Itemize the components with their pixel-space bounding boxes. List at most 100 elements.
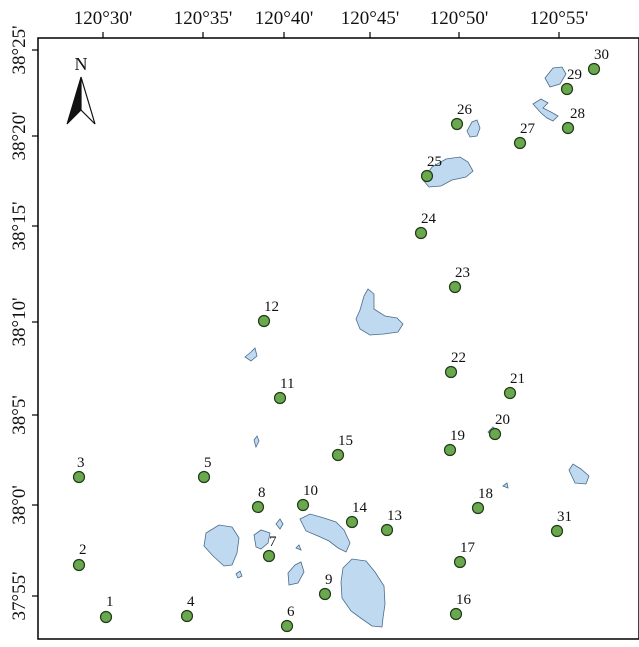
station-label: 24 <box>421 211 437 227</box>
island <box>466 119 481 138</box>
island <box>287 561 305 586</box>
station-label: 20 <box>495 412 510 428</box>
station-marker[interactable] <box>587 62 601 76</box>
station[interactable]: 30 <box>587 47 610 76</box>
station-label: 14 <box>352 500 368 516</box>
station-marker[interactable] <box>273 391 287 405</box>
island <box>295 544 302 551</box>
station[interactable]: 21 <box>503 371 526 400</box>
station[interactable]: 8 <box>251 485 266 514</box>
station-marker[interactable] <box>503 386 517 400</box>
station-marker[interactable] <box>488 427 502 441</box>
station[interactable]: 1 <box>99 594 114 624</box>
station-marker[interactable] <box>513 136 527 150</box>
station-marker[interactable] <box>550 524 564 538</box>
station[interactable]: 10 <box>296 483 319 512</box>
station-label: 9 <box>325 572 333 588</box>
station-marker[interactable] <box>560 82 574 96</box>
station-label: 30 <box>594 47 609 63</box>
station[interactable]: 11 <box>273 376 295 405</box>
station-label: 18 <box>478 486 493 502</box>
station-marker[interactable] <box>380 523 394 537</box>
station-label: 29 <box>567 67 582 83</box>
lat-label: 38°25' <box>9 25 30 74</box>
station-marker[interactable] <box>280 619 294 633</box>
station[interactable]: 20 <box>488 412 511 441</box>
station-marker[interactable] <box>318 587 332 601</box>
station-label: 22 <box>451 350 466 366</box>
station[interactable]: 28 <box>561 106 586 135</box>
station-label: 10 <box>303 483 318 499</box>
station[interactable]: 3 <box>72 455 86 484</box>
lat-label: 38°5' <box>9 395 30 435</box>
north-arrow-icon <box>66 76 96 125</box>
island <box>275 518 284 530</box>
station-label: 27 <box>520 121 536 137</box>
station-marker[interactable] <box>331 448 345 462</box>
station-marker[interactable] <box>257 314 271 328</box>
station-marker[interactable] <box>197 470 211 484</box>
station[interactable]: 31 <box>550 509 573 538</box>
station[interactable]: 4 <box>180 594 196 623</box>
station-label: 31 <box>557 509 572 525</box>
station-marker[interactable] <box>72 558 86 572</box>
station-marker[interactable] <box>296 498 310 512</box>
station-label: 16 <box>456 592 472 608</box>
station[interactable]: 6 <box>280 604 296 633</box>
station-marker[interactable] <box>99 610 113 624</box>
station-marker[interactable] <box>450 117 464 131</box>
station[interactable]: 29 <box>560 67 583 96</box>
station[interactable]: 23 <box>448 265 471 294</box>
lat-label: 38°10' <box>9 297 30 346</box>
station-marker[interactable] <box>471 501 485 515</box>
station[interactable]: 27 <box>513 121 536 150</box>
station-marker[interactable] <box>180 609 194 623</box>
station[interactable]: 7 <box>262 534 278 563</box>
station-marker[interactable] <box>443 443 457 457</box>
station-marker[interactable] <box>345 515 359 529</box>
station[interactable]: 15 <box>331 433 354 462</box>
station[interactable]: 16 <box>449 592 472 621</box>
station[interactable]: 12 <box>257 299 280 328</box>
station-label: 12 <box>264 299 279 315</box>
station-marker[interactable] <box>420 169 434 183</box>
station[interactable]: 19 <box>443 428 466 457</box>
station-marker[interactable] <box>262 549 276 563</box>
station[interactable]: 24 <box>414 211 437 240</box>
lon-label: 120°45' <box>341 8 400 29</box>
station-marker[interactable] <box>561 121 575 135</box>
station[interactable]: 17 <box>453 540 476 569</box>
station[interactable]: 5 <box>197 455 212 484</box>
station-marker[interactable] <box>251 500 265 514</box>
station[interactable]: 2 <box>72 542 87 572</box>
station-marker[interactable] <box>448 280 462 294</box>
station-marker[interactable] <box>453 555 467 569</box>
station[interactable]: 13 <box>380 508 403 537</box>
station-label: 5 <box>204 455 212 471</box>
station[interactable]: 18 <box>471 486 494 515</box>
lat-label: 38°20' <box>9 111 30 160</box>
station-label: 23 <box>455 265 470 281</box>
island <box>340 558 386 628</box>
station[interactable]: 14 <box>345 500 368 529</box>
station-label: 28 <box>570 106 585 122</box>
island <box>532 98 559 122</box>
lon-label: 120°55' <box>530 8 589 29</box>
station[interactable]: 26 <box>450 102 473 131</box>
station-label: 6 <box>287 604 295 620</box>
lon-label: 120°40' <box>255 8 314 29</box>
lon-label: 120°35' <box>174 8 233 29</box>
station-marker[interactable] <box>449 607 463 621</box>
station[interactable]: 25 <box>420 154 443 183</box>
station-marker[interactable] <box>414 226 428 240</box>
lat-label: 37°55' <box>9 571 30 620</box>
station-marker[interactable] <box>72 470 86 484</box>
station-marker[interactable] <box>444 365 458 379</box>
station-label: 25 <box>427 154 442 170</box>
station[interactable]: 22 <box>444 350 467 379</box>
station[interactable]: 9 <box>318 572 333 601</box>
station-label: 7 <box>269 534 277 550</box>
station-layer: 1 2 3 4 5 6 7 8 <box>72 47 610 633</box>
